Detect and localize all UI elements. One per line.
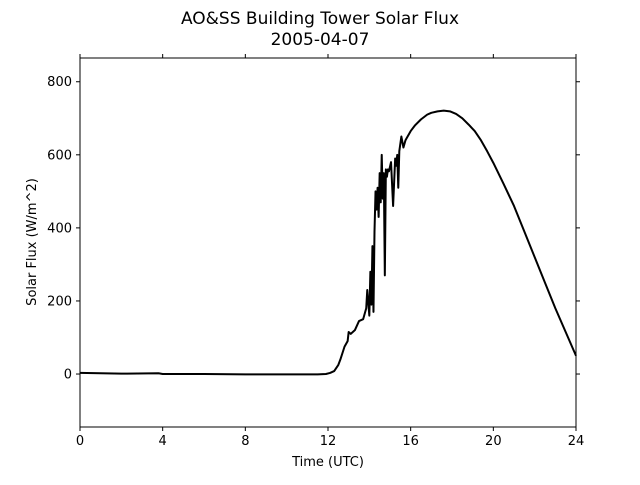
x-axis-label: Time (UTC)	[291, 455, 364, 470]
y-tick-label: 800	[47, 75, 72, 90]
y-axis-label: Solar Flux (W/m^2)	[25, 178, 40, 306]
chart-subtitle: 2005-04-07	[271, 30, 370, 50]
x-tick-label: 12	[320, 434, 337, 449]
x-tick-label: 4	[159, 434, 167, 449]
y-tick-label: 0	[64, 368, 72, 383]
x-tick-label: 24	[568, 434, 585, 449]
plot-area: 0 4 8 12 16 20 24 0 200 400 600 800	[47, 54, 584, 449]
x-tick-label: 16	[402, 434, 419, 449]
y-tick-label: 600	[47, 148, 72, 163]
x-tick-label: 0	[76, 434, 84, 449]
y-tick-label: 200	[47, 294, 72, 309]
x-tick-label: 20	[485, 434, 502, 449]
axes-frame	[79, 57, 577, 428]
y-tick-label: 400	[47, 221, 72, 236]
chart-title: AO&SS Building Tower Solar Flux	[181, 9, 459, 29]
x-tick-label: 8	[241, 434, 249, 449]
series-line-0	[79, 109, 577, 376]
